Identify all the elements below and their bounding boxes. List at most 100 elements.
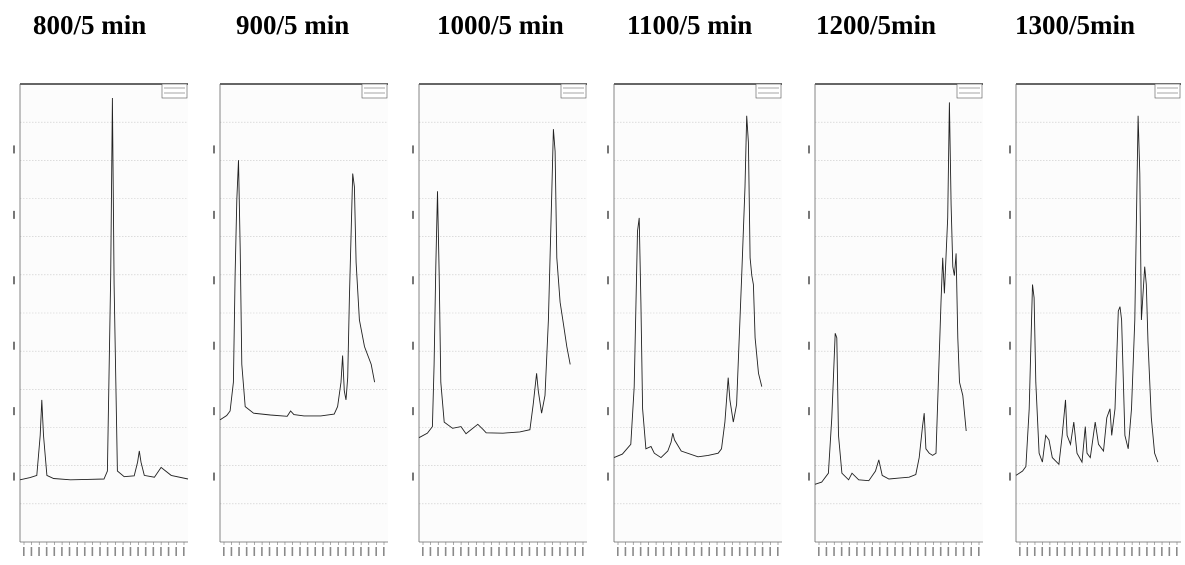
chart-panel-1100 [602,78,786,564]
y-tick-label [607,210,609,219]
legend-box [755,83,782,99]
x-tick-label [467,547,470,556]
x-tick-label [617,547,619,556]
x-tick-label [1131,547,1133,556]
x-tick-label [863,547,866,556]
x-tick-label [268,547,271,556]
y-tick-label [808,210,810,219]
x-tick-label [253,547,256,556]
x-tick-label [505,547,508,556]
x-tick-label [1138,547,1141,556]
y-tick-label [1009,472,1011,481]
y-tick-label [1009,341,1011,350]
x-tick-label [322,547,324,556]
x-tick-label [901,547,904,556]
y-tick-label [213,472,215,481]
chart-svg [213,83,388,556]
x-tick-label [513,547,516,556]
x-tick-label [460,547,462,556]
x-tick-label [230,547,233,556]
x-tick-label [223,547,225,556]
y-tick-label [607,276,609,285]
x-tick-label [1019,547,1021,556]
x-tick-label [352,547,355,556]
x-tick-label [1123,547,1126,556]
y-tick-label [13,407,15,416]
x-tick-label [670,547,672,556]
y-tick-label [213,210,215,219]
x-tick-label [114,547,117,556]
y-tick-label [213,407,215,416]
x-tick-label [761,547,764,556]
x-tick-label [291,547,294,556]
x-tick-label [924,547,927,556]
chart-svg [1009,83,1181,556]
y-tick-label [808,472,810,481]
y-tick-label [808,341,810,350]
y-tick-label [13,472,15,481]
x-tick-label [647,547,650,556]
chart-svg [13,83,189,556]
x-tick-label [261,547,263,556]
x-tick-label [833,547,835,556]
x-tick-label [1078,547,1081,556]
chart-svg [607,83,782,556]
panel-title: 1000/5 min [437,10,564,40]
x-tick-label [276,547,278,556]
x-tick-label [731,547,733,556]
x-tick-label [99,547,101,556]
chart-panel-900 [208,78,392,564]
x-tick-label [490,547,493,556]
x-tick-label [939,547,942,556]
x-tick-label [716,547,718,556]
x-tick-label [632,547,634,556]
x-tick-label [693,547,695,556]
series-line [219,160,376,421]
y-tick-label [13,210,15,219]
x-tick-label [1071,547,1073,556]
x-tick-label [76,547,78,556]
x-tick-label [894,547,896,556]
x-tick-label [955,547,957,556]
x-tick-label [528,547,531,556]
x-tick-label [482,547,485,556]
x-tick-label [1048,547,1051,556]
chart-panel-1000 [407,78,591,564]
x-tick-label [624,547,627,556]
chart-panel-1200 [803,78,987,564]
x-tick-label [1026,547,1029,556]
legend-box [1154,83,1181,99]
x-tick-label [1161,547,1163,556]
x-tick-label [337,547,339,556]
x-tick-label [360,547,362,556]
x-tick-label [367,547,370,556]
x-tick-label [167,547,170,556]
x-tick-label [68,547,71,556]
x-tick-label [840,547,843,556]
x-tick-label [383,547,385,556]
y-tick-label [607,407,609,416]
legend-box [161,83,188,99]
x-tick-label [329,547,332,556]
chart-panel-1300 [1004,78,1185,564]
y-tick-label [1009,407,1011,416]
y-tick-label [412,145,414,154]
x-tick-label [245,547,248,556]
x-tick-label [871,547,873,556]
x-tick-label [700,547,703,556]
legend-box [560,83,587,99]
x-tick-label [152,547,155,556]
x-tick-label [160,547,162,556]
x-tick-label [566,547,569,556]
y-tick-label [808,145,810,154]
x-tick-label [551,547,554,556]
legend-box [956,83,983,99]
y-tick-label [607,341,609,350]
panel-title: 800/5 min [33,10,147,40]
x-tick-label [754,547,756,556]
x-tick-label [777,547,779,556]
x-tick-label [1153,547,1156,556]
x-tick-label [91,547,94,556]
y-tick-label [213,276,215,285]
x-tick-label [299,547,301,556]
